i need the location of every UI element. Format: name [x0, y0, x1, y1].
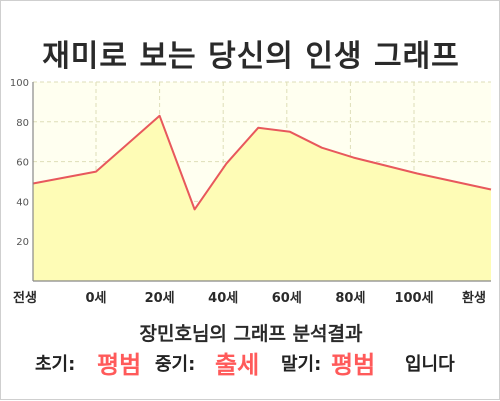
x-tick-label: 80세 [335, 291, 365, 306]
late-label: 말기: [281, 354, 322, 375]
x-tick-labels: 전생 0세 20세 40세 60세 80세 100세 환생 [13, 290, 486, 306]
middle-label: 중기: [155, 354, 196, 375]
axes [32, 82, 491, 282]
early-value: 평범 [97, 351, 142, 379]
series-area-fill [33, 115, 491, 281]
y-tick-label: 40 [16, 197, 29, 208]
result-suffix: 입니다 [405, 354, 455, 375]
x-tick-label: 0세 [85, 291, 106, 306]
y-tick-label: 60 [16, 158, 29, 169]
series-line [32, 114, 492, 211]
x-tick-label: 20세 [145, 291, 175, 306]
y-tick-labels: 20 40 60 80 100 [10, 78, 29, 248]
x-tick-label: 60세 [272, 291, 302, 306]
late-value: 평범 [331, 351, 376, 379]
y-tick-label: 20 [16, 237, 29, 248]
x-tick-label: 환생 [462, 290, 486, 306]
chart-title: 재미로 보는 당신의 인생 그래프 [42, 39, 460, 74]
x-tick-label: 전생 [13, 290, 37, 306]
analysis-subtitle: 장민호님의 그래프 분석결과 [139, 323, 363, 345]
x-tick-label: 100세 [394, 291, 433, 306]
middle-value: 출세 [215, 351, 260, 379]
y-tick-label: 100 [10, 78, 29, 89]
y-tick-label: 80 [16, 118, 29, 129]
x-tick-label: 40세 [208, 291, 238, 306]
early-label: 초기: [35, 354, 76, 375]
